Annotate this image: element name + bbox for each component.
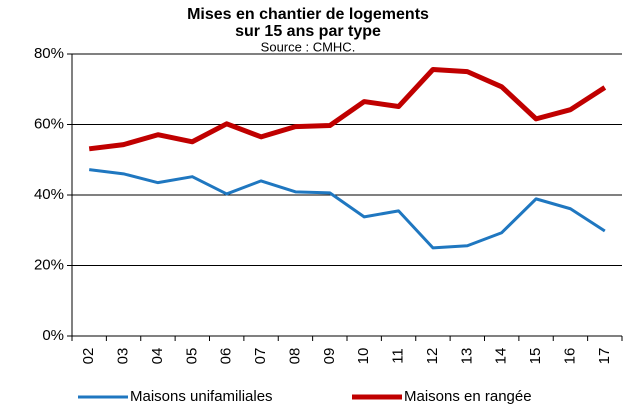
x-tick-label: 17 bbox=[596, 348, 613, 365]
x-tick-label: 11 bbox=[390, 348, 407, 364]
x-tick-label: 09 bbox=[321, 348, 338, 365]
x-tick-label: 12 bbox=[424, 348, 441, 365]
legend-label: Maisons en rangée bbox=[404, 388, 532, 405]
x-tick-label: 04 bbox=[149, 348, 166, 365]
y-tick-label: 60% bbox=[34, 115, 64, 132]
x-tick-label: 10 bbox=[355, 348, 372, 365]
series-line bbox=[89, 168, 606, 250]
series-line bbox=[88, 67, 607, 152]
x-tick-label: 05 bbox=[183, 348, 200, 365]
chart-title: sur 15 ans par type bbox=[235, 23, 381, 40]
x-tick-label: 03 bbox=[115, 348, 132, 365]
legend-label: Maisons unifamiliales bbox=[130, 388, 273, 405]
x-tick-label: 02 bbox=[80, 348, 97, 365]
y-tick-label: 20% bbox=[34, 256, 64, 273]
chart-subtitle: Source : CMHC. bbox=[261, 39, 356, 54]
x-tick-label: 07 bbox=[252, 348, 269, 365]
x-tick-label: 13 bbox=[458, 348, 475, 365]
x-tick-label: 08 bbox=[286, 348, 303, 365]
x-tick-label: 15 bbox=[527, 348, 544, 365]
chart-title: Mises en chantier de logements bbox=[187, 6, 429, 23]
x-tick-label: 16 bbox=[561, 348, 578, 365]
y-tick-label: 40% bbox=[34, 186, 64, 203]
y-tick-label: 0% bbox=[42, 327, 64, 344]
y-tick-label: 80% bbox=[34, 45, 64, 62]
x-tick-label: 14 bbox=[493, 348, 510, 365]
x-tick-label: 06 bbox=[218, 348, 235, 365]
